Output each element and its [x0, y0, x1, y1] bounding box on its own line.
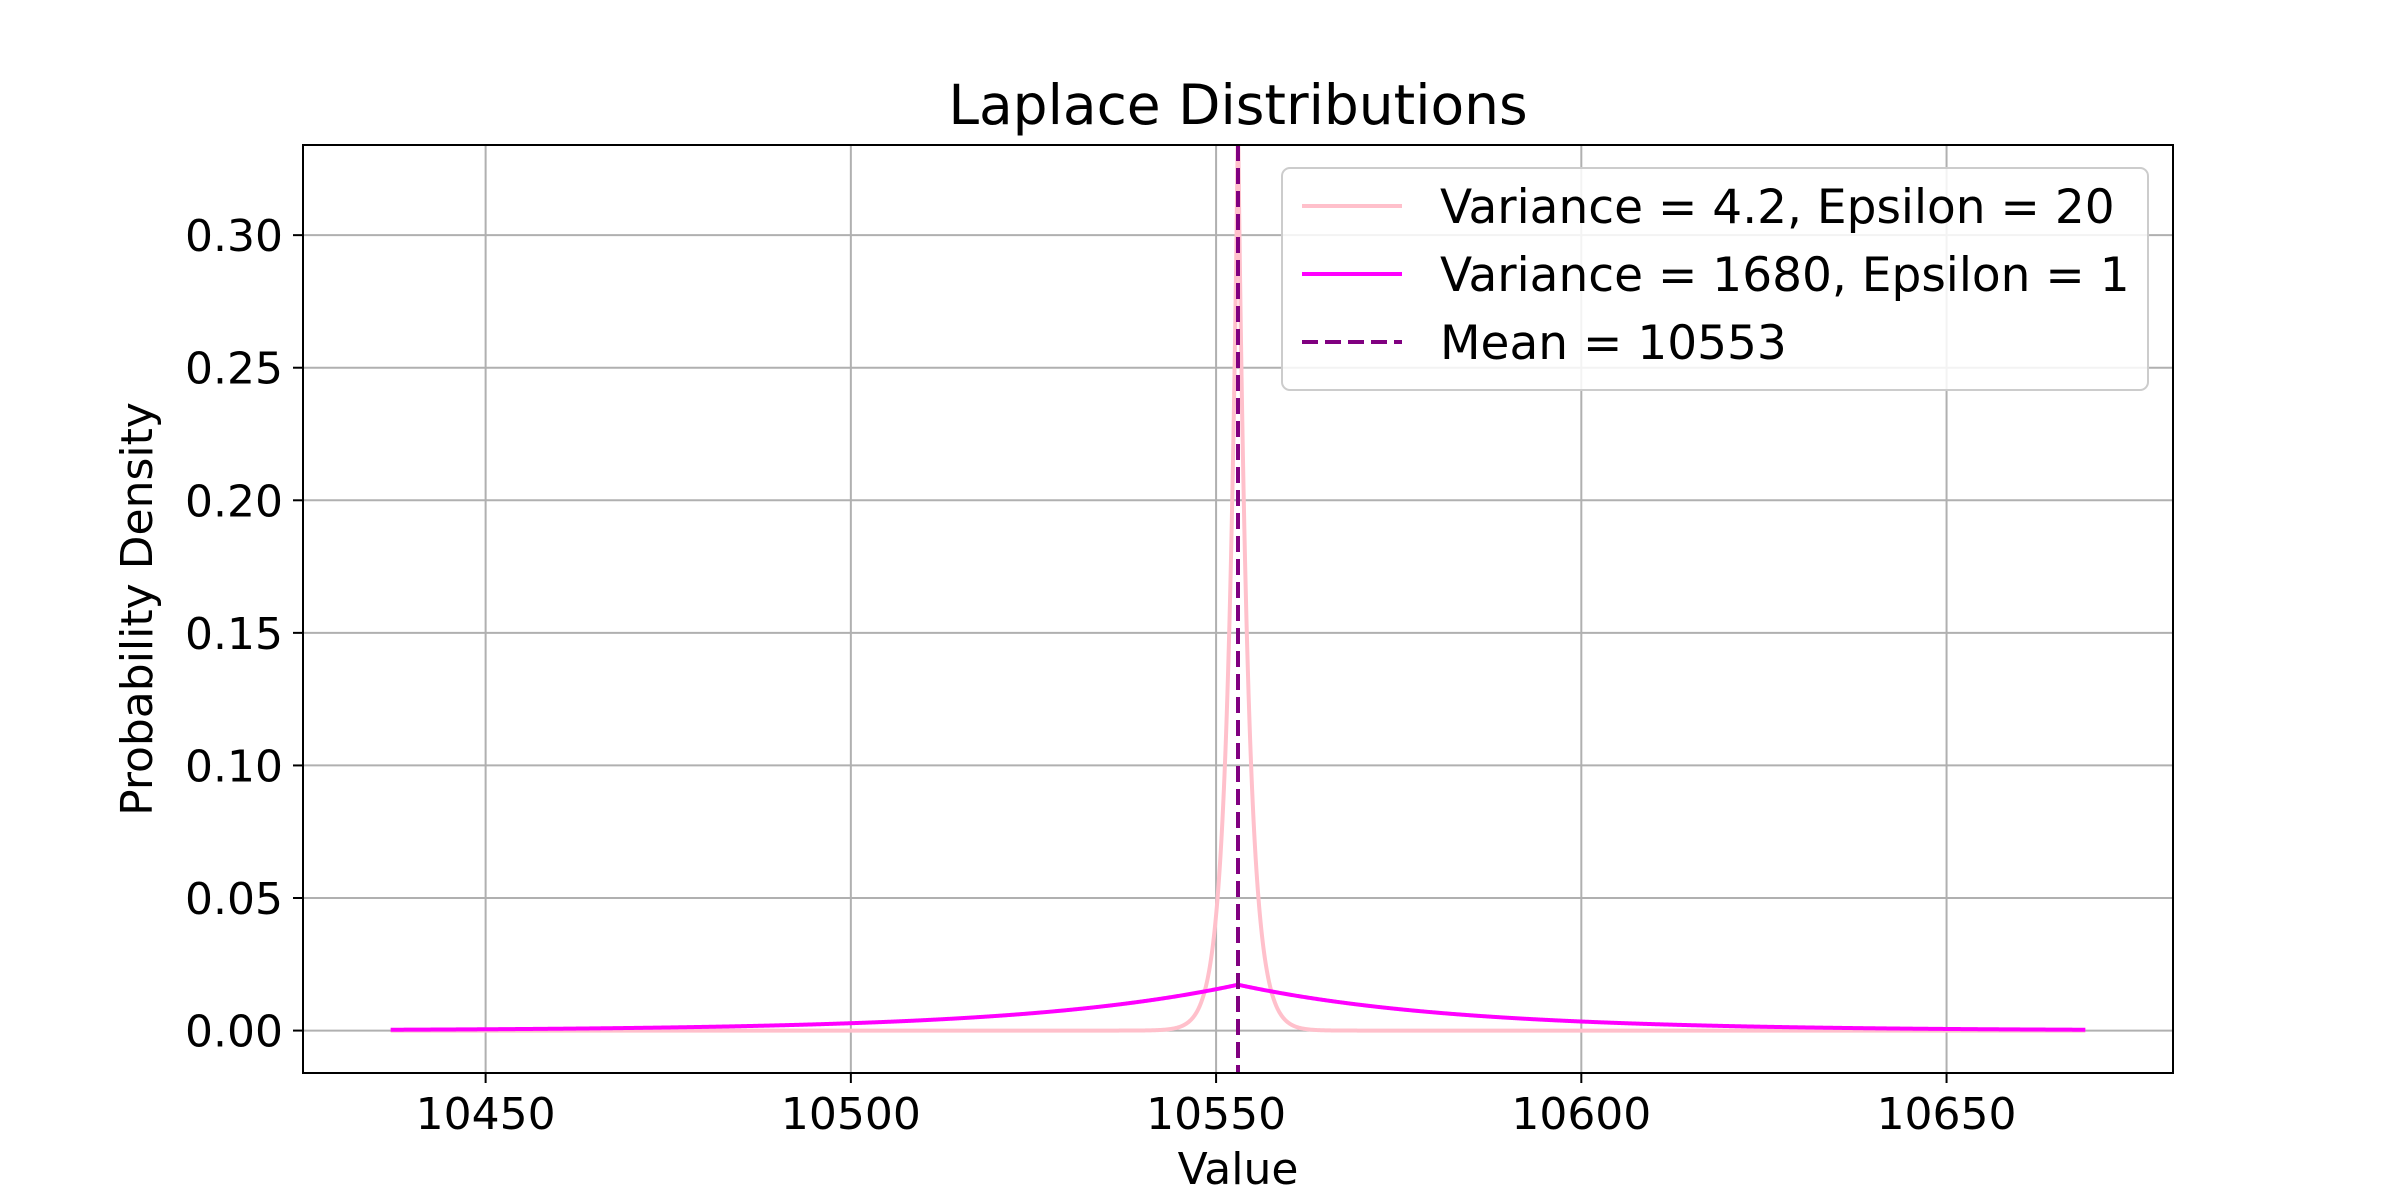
series-layer [389, 145, 2087, 1073]
x-tick-label: 10650 [1877, 1089, 2017, 1140]
x-axis-label: Value [1178, 1144, 1299, 1195]
x-tick-label: 10450 [416, 1089, 556, 1140]
x-tick-label: 10600 [1511, 1089, 1651, 1140]
legend-box [1281, 167, 2149, 391]
x-tick-label: 10550 [1146, 1089, 1286, 1140]
series-line-0 [389, 145, 2087, 1033]
y-tick-label: 0.30 [185, 211, 283, 262]
y-tick-label: 0.15 [185, 609, 283, 660]
y-axis-label: Probability Density [112, 402, 163, 816]
y-tick-label: 0.00 [185, 1007, 283, 1058]
y-tick-label: 0.20 [185, 476, 283, 527]
plot-frame [302, 144, 2174, 1074]
y-tick-label: 0.25 [185, 344, 283, 395]
legend-label-2: Mean = 10553 [1440, 316, 1787, 371]
legend-label-1: Variance = 1680, Epsilon = 1 [1440, 248, 2130, 303]
chart-title: Laplace Distributions [948, 73, 1527, 137]
x-tick-label: 10500 [781, 1089, 921, 1140]
y-tick-label: 0.05 [185, 874, 283, 925]
legend: Variance = 4.2, Epsilon = 20 Variance = 1… [1281, 167, 2149, 391]
legend-label-0: Variance = 4.2, Epsilon = 20 [1440, 180, 2115, 235]
y-tick-label: 0.10 [185, 741, 283, 792]
ticks: 10450 10500 10550 10600 10650 0.00 0.05 0.10 0.1… [185, 211, 2017, 1140]
